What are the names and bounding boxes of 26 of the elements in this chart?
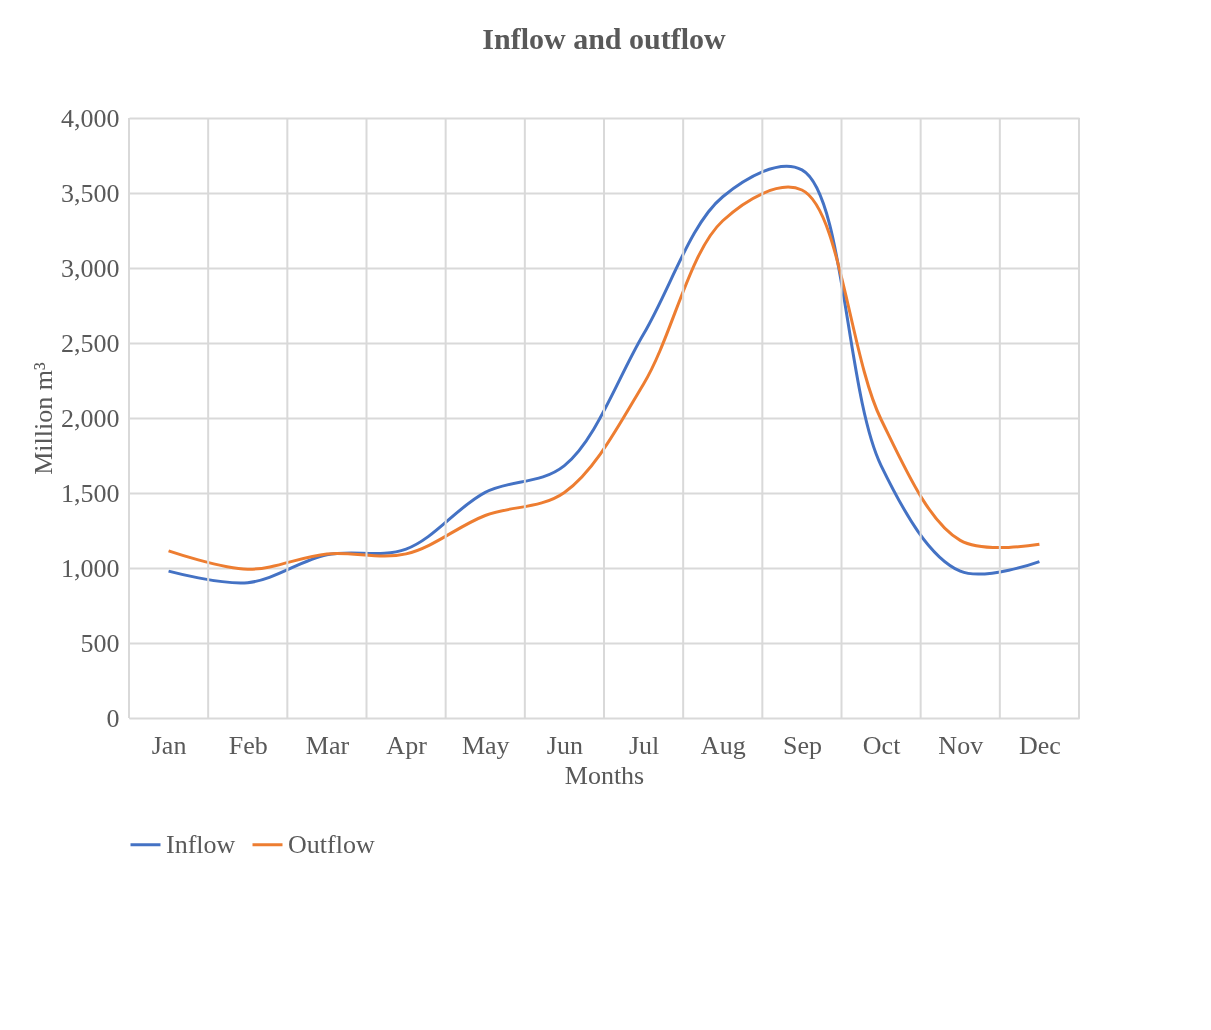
x-tick-label: Apr bbox=[386, 730, 428, 760]
y-tick-label: 2,000 bbox=[61, 403, 120, 433]
x-tick-label: May bbox=[461, 730, 510, 760]
x-tick-label: Oct bbox=[862, 730, 902, 760]
x-axis-title: Months bbox=[564, 760, 645, 790]
y-tick-label: 4,000 bbox=[61, 103, 120, 133]
x-tick-label: Jul bbox=[628, 730, 660, 760]
x-tick-label: Mar bbox=[305, 730, 350, 760]
y-tick-label: 2,500 bbox=[61, 328, 120, 358]
legend-label: Inflow bbox=[166, 829, 236, 859]
y-tick-label: 3,000 bbox=[61, 253, 120, 283]
y-tick-label: 0 bbox=[106, 703, 120, 733]
x-tick-label: Feb bbox=[228, 730, 268, 760]
y-tick-label: 1,500 bbox=[61, 478, 120, 508]
y-axis-title: Million m³ bbox=[29, 362, 58, 475]
legend-label: Outflow bbox=[288, 829, 375, 859]
x-tick-label: Aug bbox=[700, 730, 746, 760]
y-tick-label: 1,000 bbox=[61, 553, 120, 583]
x-tick-label: Jun bbox=[546, 730, 583, 760]
y-tick-label: 3,500 bbox=[61, 178, 120, 208]
x-tick-label: Jan bbox=[151, 730, 187, 760]
x-tick-label: Nov bbox=[938, 730, 984, 760]
x-tick-label: Dec bbox=[1018, 730, 1061, 760]
chart-title: Inflow and outflow bbox=[482, 22, 727, 55]
y-tick-label: 500 bbox=[80, 628, 120, 658]
x-tick-label: Sep bbox=[782, 730, 822, 760]
